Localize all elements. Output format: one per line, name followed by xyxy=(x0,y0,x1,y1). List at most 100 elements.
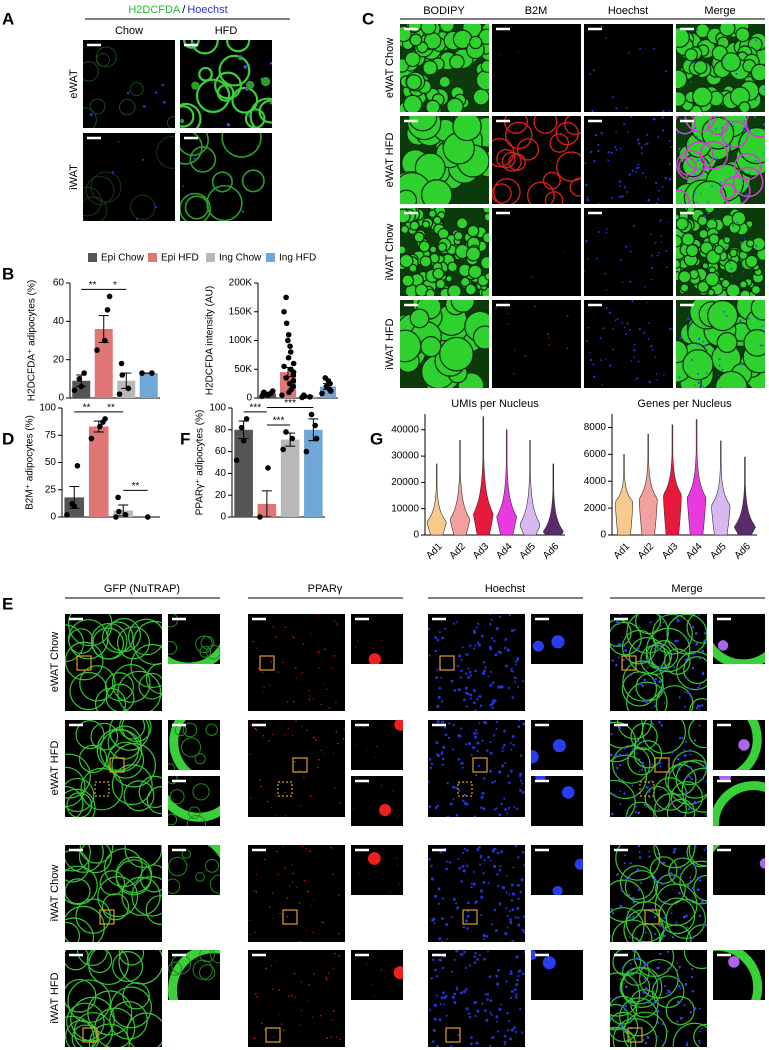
cell-outline xyxy=(168,950,220,1000)
nucleus xyxy=(762,344,764,347)
nucleus xyxy=(457,782,461,785)
nucleus xyxy=(473,955,477,958)
nucleus xyxy=(464,919,468,923)
nucleus xyxy=(655,182,658,185)
nucleus xyxy=(432,1028,436,1033)
nucleus xyxy=(740,362,743,365)
micrograph xyxy=(351,950,403,1000)
nucleus xyxy=(677,640,679,642)
nucleus xyxy=(336,1036,338,1038)
nucleus xyxy=(691,667,695,670)
cell-outline xyxy=(620,865,655,900)
nucleus xyxy=(466,901,470,905)
nucleus xyxy=(308,999,310,1001)
nucleus xyxy=(298,769,300,772)
nucleus xyxy=(698,687,701,690)
nucleus xyxy=(637,142,641,145)
y-tick-label: 40 xyxy=(53,316,65,327)
nucleus xyxy=(510,990,514,993)
error-bar xyxy=(261,490,272,518)
nucleus xyxy=(644,1041,648,1045)
cell-outline xyxy=(218,54,251,87)
nucleus xyxy=(438,937,442,941)
nucleus xyxy=(250,797,252,799)
nucleus xyxy=(117,140,120,143)
nucleus xyxy=(508,909,511,912)
nucleus xyxy=(659,219,662,222)
nucleus xyxy=(595,257,598,260)
nucleus xyxy=(758,62,761,64)
nucleus xyxy=(505,891,508,894)
adipocyte xyxy=(682,349,714,381)
y-axis-label: H2DCFDA intensity (AU) xyxy=(205,286,216,395)
nucleus xyxy=(448,722,451,725)
nucleus xyxy=(666,668,669,671)
nucleus xyxy=(505,980,508,983)
micrograph xyxy=(351,845,403,895)
nucleus xyxy=(679,1017,683,1020)
nucleus xyxy=(589,352,591,354)
nucleus xyxy=(621,281,624,283)
nucleus xyxy=(693,173,696,176)
nucleus xyxy=(739,140,742,143)
nucleus xyxy=(261,1022,263,1025)
nucleus xyxy=(452,798,455,801)
cell-outline xyxy=(181,849,191,859)
adipocyte xyxy=(464,283,477,296)
data-point xyxy=(116,391,123,397)
nucleus xyxy=(696,888,700,892)
adipocyte xyxy=(400,189,418,204)
nucleus xyxy=(626,322,629,325)
nucleus xyxy=(552,885,563,895)
violin xyxy=(473,416,494,536)
nucleus xyxy=(611,659,614,662)
nucleus xyxy=(639,967,642,970)
nucleus xyxy=(296,886,298,888)
nucleus xyxy=(522,722,525,726)
nucleus xyxy=(495,727,498,730)
column-label: GFP (NuTRAP) xyxy=(104,583,180,595)
cell-outline xyxy=(542,171,561,190)
column-label: Merge xyxy=(704,5,735,17)
nucleus xyxy=(510,748,513,751)
nucleus xyxy=(272,733,274,736)
cell-outline xyxy=(182,722,198,738)
nucleus xyxy=(482,934,486,938)
nucleus xyxy=(628,936,631,939)
nucleus xyxy=(624,649,627,652)
cell-outline xyxy=(183,40,200,49)
cell-outline xyxy=(231,86,259,114)
nucleus xyxy=(614,145,617,149)
nucleus xyxy=(435,676,439,680)
nucleus xyxy=(324,683,326,685)
nucleus xyxy=(504,638,508,641)
nucleus xyxy=(436,638,440,642)
micrograph xyxy=(428,720,525,817)
nucleus xyxy=(503,729,506,733)
bar xyxy=(88,426,109,517)
nucleus xyxy=(689,879,692,882)
nucleus xyxy=(692,198,695,201)
cell-outline xyxy=(65,917,95,942)
nucleus xyxy=(657,136,660,139)
nucleus xyxy=(433,1003,437,1007)
nucleus xyxy=(623,862,626,865)
nucleus xyxy=(476,626,479,629)
nucleus xyxy=(702,923,706,926)
adipocyte xyxy=(750,300,765,321)
nucleus xyxy=(476,697,479,701)
nucleus xyxy=(481,791,485,795)
nucleus xyxy=(632,915,635,918)
nucleus xyxy=(742,170,745,172)
nucleus xyxy=(507,323,509,325)
nucleus xyxy=(753,116,756,119)
nucleus xyxy=(642,1039,645,1041)
nucleus xyxy=(457,758,461,761)
nucleus xyxy=(742,271,744,273)
nucleus xyxy=(373,756,375,758)
blob xyxy=(191,81,200,90)
nucleus xyxy=(509,918,512,921)
nucleus xyxy=(460,762,463,766)
nucleus xyxy=(691,990,694,993)
nucleus xyxy=(330,846,333,849)
